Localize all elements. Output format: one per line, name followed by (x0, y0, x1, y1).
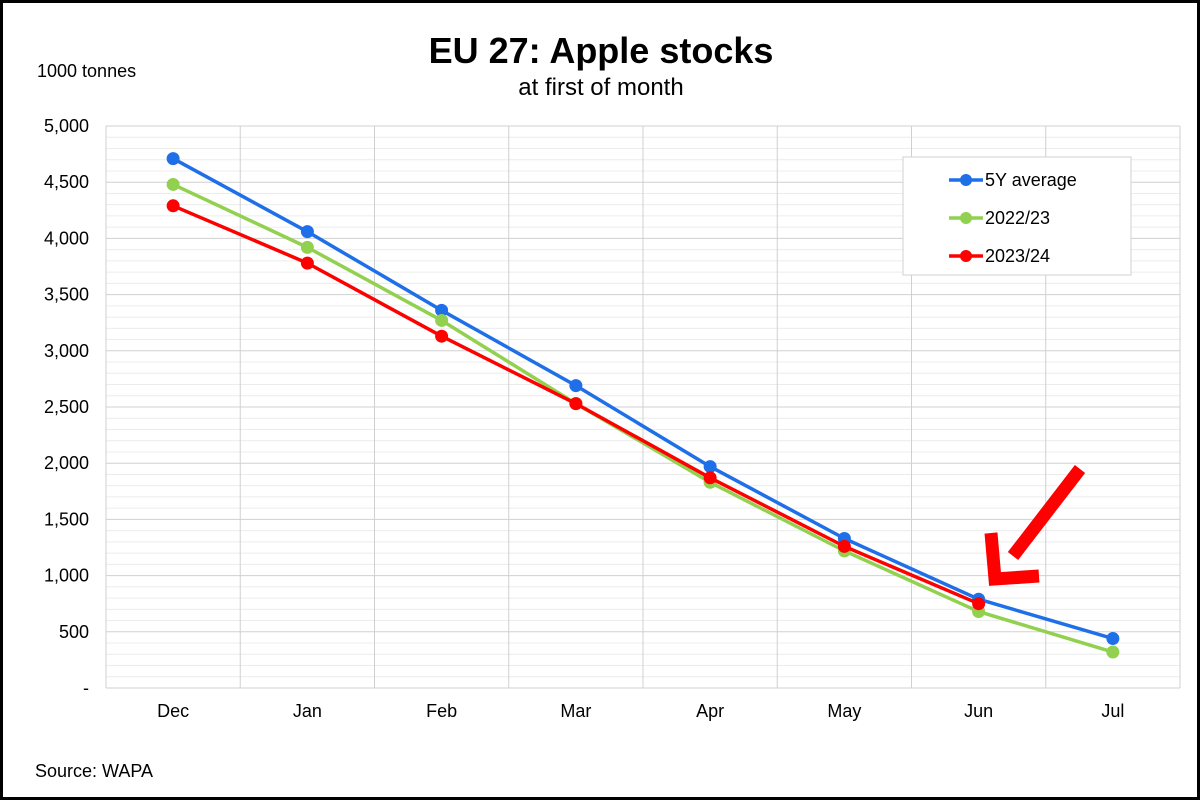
data-point (435, 313, 449, 327)
x-tick-label: May (827, 701, 861, 721)
legend-box (902, 156, 1132, 276)
x-tick-label: Jan (293, 701, 322, 721)
unit-label: 1000 tonnes (37, 61, 136, 81)
data-point (435, 329, 449, 343)
y-tick-label: 2,000 (44, 453, 89, 473)
y-tick-label: 1,500 (44, 509, 89, 529)
y-tick-label: 1,000 (44, 566, 89, 586)
x-tick-label: Apr (696, 701, 724, 721)
chart-frame: EU 27: Apple stocks at first of month 10… (3, 3, 1197, 797)
data-point (300, 225, 314, 239)
x-tick-label: Dec (157, 701, 189, 721)
data-point (569, 397, 583, 411)
x-tick-label: Jul (1101, 701, 1124, 721)
chart-svg: EU 27: Apple stocks at first of month 10… (35, 30, 1181, 781)
y-tick-label: 3,500 (44, 285, 89, 305)
annotation-arrow-shaft (1007, 465, 1086, 560)
source-note: Source: WAPA (35, 761, 153, 781)
data-point (300, 256, 314, 270)
data-point (837, 539, 851, 553)
data-point (569, 379, 583, 393)
legend-swatch-marker (960, 250, 972, 262)
series-3 (166, 199, 986, 611)
series (166, 152, 1120, 659)
y-tick-label: 2,500 (44, 397, 89, 417)
series-line (172, 157, 1114, 641)
y-tick-label: 4,000 (44, 228, 89, 248)
legend-swatch-marker (960, 212, 972, 224)
y-tick-label: 3,000 (44, 341, 89, 361)
series-line (172, 182, 1114, 654)
annotation-arrow-head (984, 532, 1040, 586)
chart-title: EU 27: Apple stocks (429, 30, 774, 71)
data-point (166, 152, 180, 166)
data-point (1106, 632, 1120, 646)
data-point (435, 303, 449, 317)
legend-label: 2022/23 (985, 208, 1050, 228)
y-tick-label: 5,000 (44, 116, 89, 136)
y-tick-label: - (83, 678, 89, 698)
legend: 5Y average 2022/23 2023/24 (902, 156, 1132, 276)
legend-label: 5Y average (985, 170, 1077, 190)
legend-label: 2023/24 (985, 246, 1050, 266)
data-point (166, 177, 180, 191)
chart-subtitle: at first of month (518, 74, 683, 101)
data-point (1106, 645, 1120, 659)
y-tick-label: 4,500 (44, 172, 89, 192)
data-point (300, 240, 314, 254)
data-point (972, 597, 986, 611)
x-tick-label: Jun (964, 701, 993, 721)
annotation (984, 465, 1086, 586)
data-point (166, 199, 180, 213)
x-tick-label: Mar (560, 701, 591, 721)
x-tick-label: Feb (426, 701, 457, 721)
data-point (703, 471, 717, 485)
axes: - 500 1,000 1,500 2,000 2,500 3,000 3,500 4,000 4… (44, 116, 1124, 721)
y-tick-label: 500 (59, 622, 89, 642)
data-point (703, 460, 717, 474)
legend-swatch-marker (960, 174, 972, 186)
